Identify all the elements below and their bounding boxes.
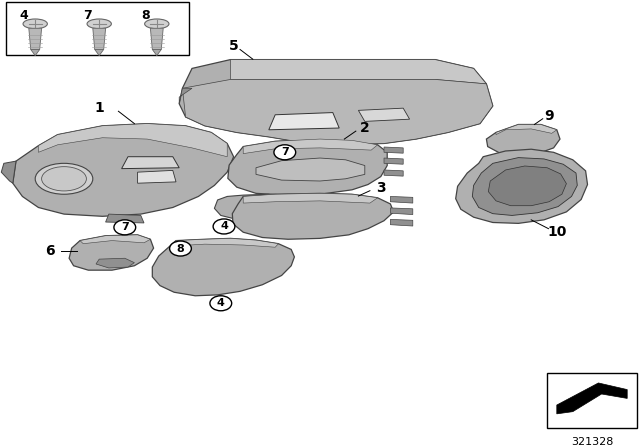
Ellipse shape bbox=[35, 164, 93, 194]
Polygon shape bbox=[29, 28, 42, 49]
Ellipse shape bbox=[42, 167, 86, 191]
Polygon shape bbox=[214, 194, 288, 220]
Polygon shape bbox=[228, 139, 387, 195]
Ellipse shape bbox=[145, 19, 169, 29]
Polygon shape bbox=[456, 149, 588, 224]
Polygon shape bbox=[150, 28, 163, 49]
Polygon shape bbox=[182, 79, 493, 145]
Ellipse shape bbox=[23, 19, 47, 29]
FancyBboxPatch shape bbox=[6, 2, 189, 55]
Text: 1: 1 bbox=[94, 101, 104, 115]
Polygon shape bbox=[179, 88, 192, 104]
Polygon shape bbox=[176, 238, 278, 247]
Circle shape bbox=[170, 241, 191, 256]
Ellipse shape bbox=[87, 19, 111, 29]
Text: 6: 6 bbox=[45, 244, 55, 258]
Text: 7: 7 bbox=[121, 222, 129, 233]
Polygon shape bbox=[390, 220, 413, 226]
Polygon shape bbox=[38, 124, 227, 157]
Text: 7: 7 bbox=[281, 147, 289, 157]
Circle shape bbox=[213, 219, 235, 234]
Text: 4: 4 bbox=[217, 298, 225, 308]
Polygon shape bbox=[230, 60, 486, 84]
Polygon shape bbox=[106, 214, 144, 223]
Text: 2: 2 bbox=[360, 121, 370, 135]
FancyBboxPatch shape bbox=[547, 373, 637, 428]
Polygon shape bbox=[95, 49, 104, 56]
Polygon shape bbox=[138, 170, 176, 183]
Polygon shape bbox=[384, 158, 403, 164]
Polygon shape bbox=[486, 125, 560, 155]
Text: 10: 10 bbox=[547, 225, 566, 239]
Text: 3: 3 bbox=[376, 181, 386, 194]
Polygon shape bbox=[384, 147, 403, 153]
Polygon shape bbox=[390, 208, 413, 215]
Text: 8: 8 bbox=[141, 9, 150, 22]
Polygon shape bbox=[358, 108, 410, 121]
Polygon shape bbox=[390, 196, 413, 203]
Polygon shape bbox=[256, 158, 365, 181]
Polygon shape bbox=[152, 238, 294, 296]
Polygon shape bbox=[496, 125, 557, 135]
Polygon shape bbox=[232, 194, 394, 239]
Polygon shape bbox=[96, 258, 134, 268]
Polygon shape bbox=[472, 158, 577, 215]
Text: 9: 9 bbox=[544, 109, 554, 123]
Polygon shape bbox=[93, 28, 106, 49]
Polygon shape bbox=[1, 161, 16, 183]
Polygon shape bbox=[13, 124, 234, 216]
Text: 7: 7 bbox=[83, 9, 92, 22]
Polygon shape bbox=[557, 383, 627, 414]
Circle shape bbox=[210, 296, 232, 311]
Polygon shape bbox=[488, 166, 566, 206]
Polygon shape bbox=[269, 112, 339, 130]
Circle shape bbox=[114, 220, 136, 235]
Polygon shape bbox=[69, 235, 154, 270]
Polygon shape bbox=[80, 235, 150, 244]
Polygon shape bbox=[152, 49, 161, 56]
Text: 321328: 321328 bbox=[571, 437, 613, 447]
Text: 5: 5 bbox=[228, 39, 239, 53]
Circle shape bbox=[274, 145, 296, 160]
Polygon shape bbox=[122, 157, 179, 168]
Text: 4: 4 bbox=[19, 9, 28, 22]
Polygon shape bbox=[31, 49, 40, 56]
Text: 8: 8 bbox=[177, 244, 184, 254]
Polygon shape bbox=[384, 170, 403, 176]
Polygon shape bbox=[179, 60, 493, 145]
Text: 4: 4 bbox=[220, 221, 228, 232]
Polygon shape bbox=[243, 139, 378, 154]
Polygon shape bbox=[243, 194, 378, 203]
